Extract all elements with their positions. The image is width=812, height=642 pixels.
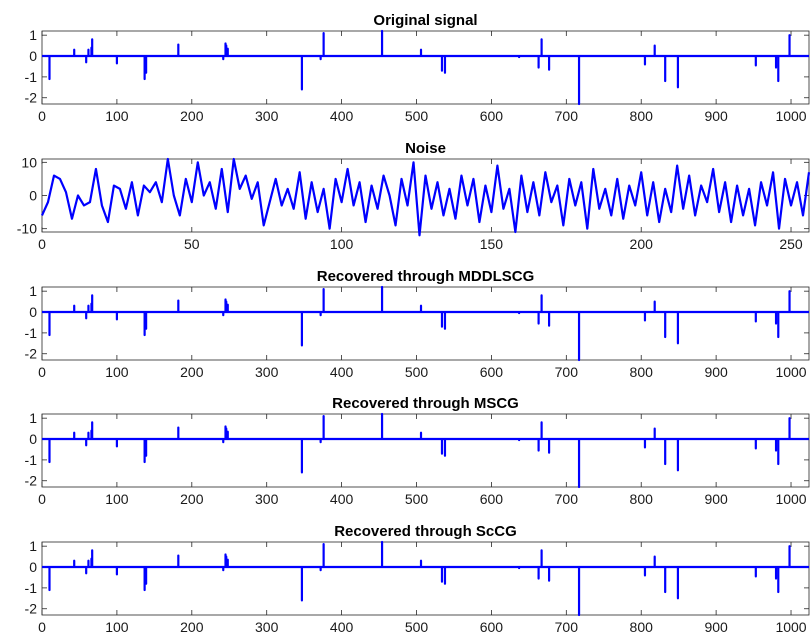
y-tick-label: 1 bbox=[29, 27, 37, 43]
subplot-3: Recovered through MDDLSCG 0 100 200 300 400 50… bbox=[25, 268, 810, 380]
x-tick-label: 400 bbox=[330, 108, 354, 124]
x-tick-label: 300 bbox=[255, 108, 279, 124]
series-line bbox=[42, 412, 809, 489]
y-tick-label: 1 bbox=[29, 410, 37, 426]
x-tick-label: 500 bbox=[405, 364, 429, 380]
subplot-title: Original signal bbox=[373, 12, 477, 29]
y-tick-label: 0 bbox=[29, 188, 37, 204]
x-tick-label: 700 bbox=[555, 108, 579, 124]
x-tick-label: 0 bbox=[38, 491, 46, 507]
x-tick-label: 0 bbox=[38, 364, 46, 380]
x-tick-label: 200 bbox=[180, 108, 204, 124]
subplot-title: Recovered through MSCG bbox=[332, 395, 519, 412]
y-tick-label: 0 bbox=[29, 48, 37, 64]
x-tick-label: 600 bbox=[480, 619, 504, 635]
x-tick-label: 0 bbox=[38, 108, 46, 124]
x-tick-label: 0 bbox=[38, 619, 46, 635]
axes-frame bbox=[41, 541, 810, 616]
x-tick-label: 1000 bbox=[775, 108, 806, 124]
x-tick-label: 100 bbox=[105, 108, 129, 124]
x-tick-label: 1000 bbox=[775, 491, 806, 507]
y-tick-label: -2 bbox=[25, 346, 38, 362]
subplot-title: Noise bbox=[405, 140, 446, 157]
x-tick-label: 1000 bbox=[775, 619, 806, 635]
axes-frame bbox=[41, 413, 810, 488]
x-tick-label: 400 bbox=[330, 364, 354, 380]
x-tick-label: 200 bbox=[180, 491, 204, 507]
x-tick-label: 800 bbox=[630, 108, 654, 124]
x-tick-label: 900 bbox=[704, 364, 728, 380]
x-tick-label: 200 bbox=[180, 619, 204, 635]
y-tick-label: -1 bbox=[25, 452, 38, 468]
x-tick-label: 600 bbox=[480, 491, 504, 507]
x-tick-label: 100 bbox=[105, 491, 129, 507]
axes-frame bbox=[41, 286, 810, 361]
y-tick-label: -10 bbox=[17, 221, 37, 237]
y-tick-label: -2 bbox=[25, 90, 38, 106]
x-tick-label: 700 bbox=[555, 619, 579, 635]
subplot-1: Original signal 0 100 200 300 400 500 600 700 800… bbox=[25, 12, 810, 124]
x-tick-label: 600 bbox=[480, 108, 504, 124]
x-tick-label: 500 bbox=[405, 108, 429, 124]
x-tick-label: 500 bbox=[405, 619, 429, 635]
x-tick-label: 600 bbox=[480, 364, 504, 380]
y-tick-label: -2 bbox=[25, 473, 38, 489]
x-tick-label: 200 bbox=[630, 236, 654, 252]
series-line bbox=[42, 29, 809, 106]
x-tick-label: 250 bbox=[779, 236, 803, 252]
subplot-4: Recovered through MSCG 0 100 200 300 400 500 60… bbox=[25, 395, 810, 507]
series-line bbox=[40, 157, 811, 237]
y-tick-label: 0 bbox=[29, 559, 37, 575]
x-tick-label: 300 bbox=[255, 491, 279, 507]
subplot-5: Recovered through ScCG 0 100 200 300 400 500 60… bbox=[25, 523, 810, 635]
y-tick-label: -1 bbox=[25, 69, 38, 85]
x-tick-label: 500 bbox=[405, 491, 429, 507]
x-tick-label: 900 bbox=[704, 491, 728, 507]
series-line bbox=[42, 540, 809, 617]
x-tick-label: 300 bbox=[255, 619, 279, 635]
x-tick-label: 700 bbox=[555, 491, 579, 507]
x-tick-label: 700 bbox=[555, 364, 579, 380]
x-tick-label: 0 bbox=[38, 236, 46, 252]
y-tick-label: 1 bbox=[29, 538, 37, 554]
x-tick-label: 200 bbox=[180, 364, 204, 380]
y-tick-label: 10 bbox=[21, 154, 37, 170]
subplot-title: Recovered through MDDLSCG bbox=[317, 268, 535, 285]
subplot-title: Recovered through ScCG bbox=[334, 523, 517, 540]
y-tick-label: -1 bbox=[25, 325, 38, 341]
x-tick-label: 150 bbox=[480, 236, 504, 252]
series-line bbox=[42, 285, 809, 362]
x-tick-label: 900 bbox=[704, 108, 728, 124]
x-tick-label: 300 bbox=[255, 364, 279, 380]
x-tick-label: 100 bbox=[330, 236, 354, 252]
x-tick-label: 50 bbox=[184, 236, 200, 252]
y-tick-label: 1 bbox=[29, 283, 37, 299]
x-tick-label: 100 bbox=[105, 619, 129, 635]
y-tick-label: -1 bbox=[25, 580, 38, 596]
axes-frame bbox=[41, 30, 810, 105]
x-tick-label: 1000 bbox=[775, 364, 806, 380]
x-tick-label: 900 bbox=[704, 619, 728, 635]
x-tick-label: 800 bbox=[630, 491, 654, 507]
x-tick-label: 100 bbox=[105, 364, 129, 380]
x-tick-label: 400 bbox=[330, 619, 354, 635]
x-tick-label: 400 bbox=[330, 491, 354, 507]
y-tick-label: -2 bbox=[25, 601, 38, 617]
x-tick-label: 800 bbox=[630, 364, 654, 380]
axes-frame bbox=[41, 158, 810, 233]
y-tick-label: 0 bbox=[29, 304, 37, 320]
x-tick-label: 800 bbox=[630, 619, 654, 635]
y-tick-label: 0 bbox=[29, 431, 37, 447]
